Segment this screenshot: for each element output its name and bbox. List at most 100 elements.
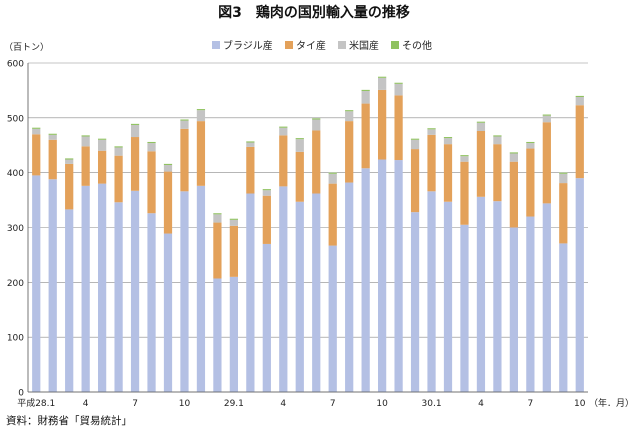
chart-title: 図3 鶏肉の国別輸入量の推移 [218, 4, 410, 21]
bar-segment [328, 173, 337, 184]
bar-segment [180, 128, 189, 192]
bars [32, 76, 584, 393]
bar-segment [213, 213, 222, 215]
bar-segment [575, 95, 584, 97]
bar-segment [246, 142, 255, 147]
bar-segment [262, 195, 271, 244]
bar-segment [180, 120, 189, 129]
x-tick-label: 4 [83, 399, 89, 409]
bar-segment [163, 164, 173, 172]
bar-segment [559, 173, 568, 184]
bar-segment [213, 222, 222, 279]
bar-segment [345, 182, 354, 392]
bar-segment [575, 105, 584, 179]
bar-segment [476, 121, 486, 123]
bar-segment [279, 186, 288, 393]
bar-segment [394, 160, 403, 392]
bar-segment [542, 122, 551, 204]
bar-segment [279, 135, 288, 187]
bar-segment [575, 97, 584, 106]
bar-segment [32, 175, 41, 392]
bar-segment [147, 141, 156, 144]
bar-segment [443, 137, 453, 139]
bar-segment [48, 139, 57, 180]
x-unit-label: （年．月） [589, 397, 629, 409]
legend-label: ブラジル産 [223, 39, 273, 52]
y-tick-label: 200 [7, 279, 24, 289]
bar-segment [394, 95, 403, 161]
bar-segment [378, 76, 387, 78]
bar-segment [114, 202, 123, 392]
bar-segment [48, 179, 57, 392]
legend-swatch [391, 41, 399, 49]
bar-segment [98, 150, 107, 184]
bar-segment [295, 151, 304, 202]
bar-segment [98, 139, 107, 151]
y-unit-label: （百トン） [4, 42, 49, 53]
bar-segment [279, 126, 288, 128]
bar-segment [559, 243, 568, 392]
x-tick-label: 7 [330, 399, 336, 409]
x-tick-label: 10 [574, 399, 586, 409]
x-tick-label: 30.1 [422, 399, 442, 409]
bar-segment [460, 161, 469, 225]
y-tick-label: 100 [7, 334, 24, 344]
bar-segment [427, 191, 436, 392]
bar-segment [345, 110, 354, 112]
bar-segment [328, 172, 337, 174]
bar-segment [312, 130, 321, 194]
y-tick-label: 500 [7, 114, 24, 124]
x-tick-label: 4 [280, 399, 286, 409]
bar-segment [163, 233, 173, 392]
bar-segment [98, 138, 107, 140]
bar-segment [65, 159, 74, 164]
bar-segment [427, 128, 436, 130]
bar-segment [81, 135, 90, 137]
bar-segment [443, 138, 453, 145]
bar-segment [65, 163, 74, 210]
bar-segment [559, 172, 568, 174]
bar-segment [328, 183, 337, 246]
bar-segment [246, 141, 255, 143]
bar-segment [427, 134, 436, 192]
bar-segment [196, 121, 206, 186]
bar-segment [460, 224, 469, 392]
x-tick-label: 29.1 [224, 399, 244, 409]
x-tick-label: 10 [376, 399, 388, 409]
bar-segment [312, 118, 321, 120]
bar-segment [196, 185, 206, 392]
bar-segment [65, 209, 74, 392]
bar-segment [378, 89, 387, 160]
bar-segment [229, 218, 238, 220]
bar-segment [295, 201, 304, 392]
x-tick-labels: 平成28.1 4 7 10 29.1 4 7 10 30.1 4 7 10 [17, 397, 586, 409]
legend-swatch [212, 41, 220, 49]
bar-segment [345, 111, 354, 122]
bar-segment [114, 147, 123, 156]
bar-segment [295, 139, 304, 152]
legend-swatch [338, 41, 346, 49]
bar-segment [476, 196, 486, 392]
legend: ブラジル産 タイ産 米国産 その他 [212, 39, 432, 52]
bar-segment [509, 227, 518, 392]
bar-segment [378, 77, 387, 90]
bar-segment [196, 109, 206, 111]
bar-segment [361, 90, 370, 104]
legend-label: タイ産 [296, 39, 326, 52]
bar-segment [394, 83, 403, 96]
bar-segment [147, 151, 156, 214]
bar-segment [460, 155, 469, 157]
bar-segment [526, 216, 535, 392]
source-note: 資料：財務省「貿易統計」 [6, 414, 132, 427]
bar-segment [394, 82, 403, 84]
bar-segment [427, 129, 436, 135]
bar-segment [493, 135, 502, 137]
bar-segment [48, 133, 57, 135]
bar-segment [410, 149, 420, 213]
bar-segment [213, 214, 222, 223]
bar-segment [229, 219, 238, 226]
legend-swatch [285, 41, 293, 49]
bar-segment [493, 201, 502, 392]
y-tick-label: 400 [7, 169, 24, 179]
